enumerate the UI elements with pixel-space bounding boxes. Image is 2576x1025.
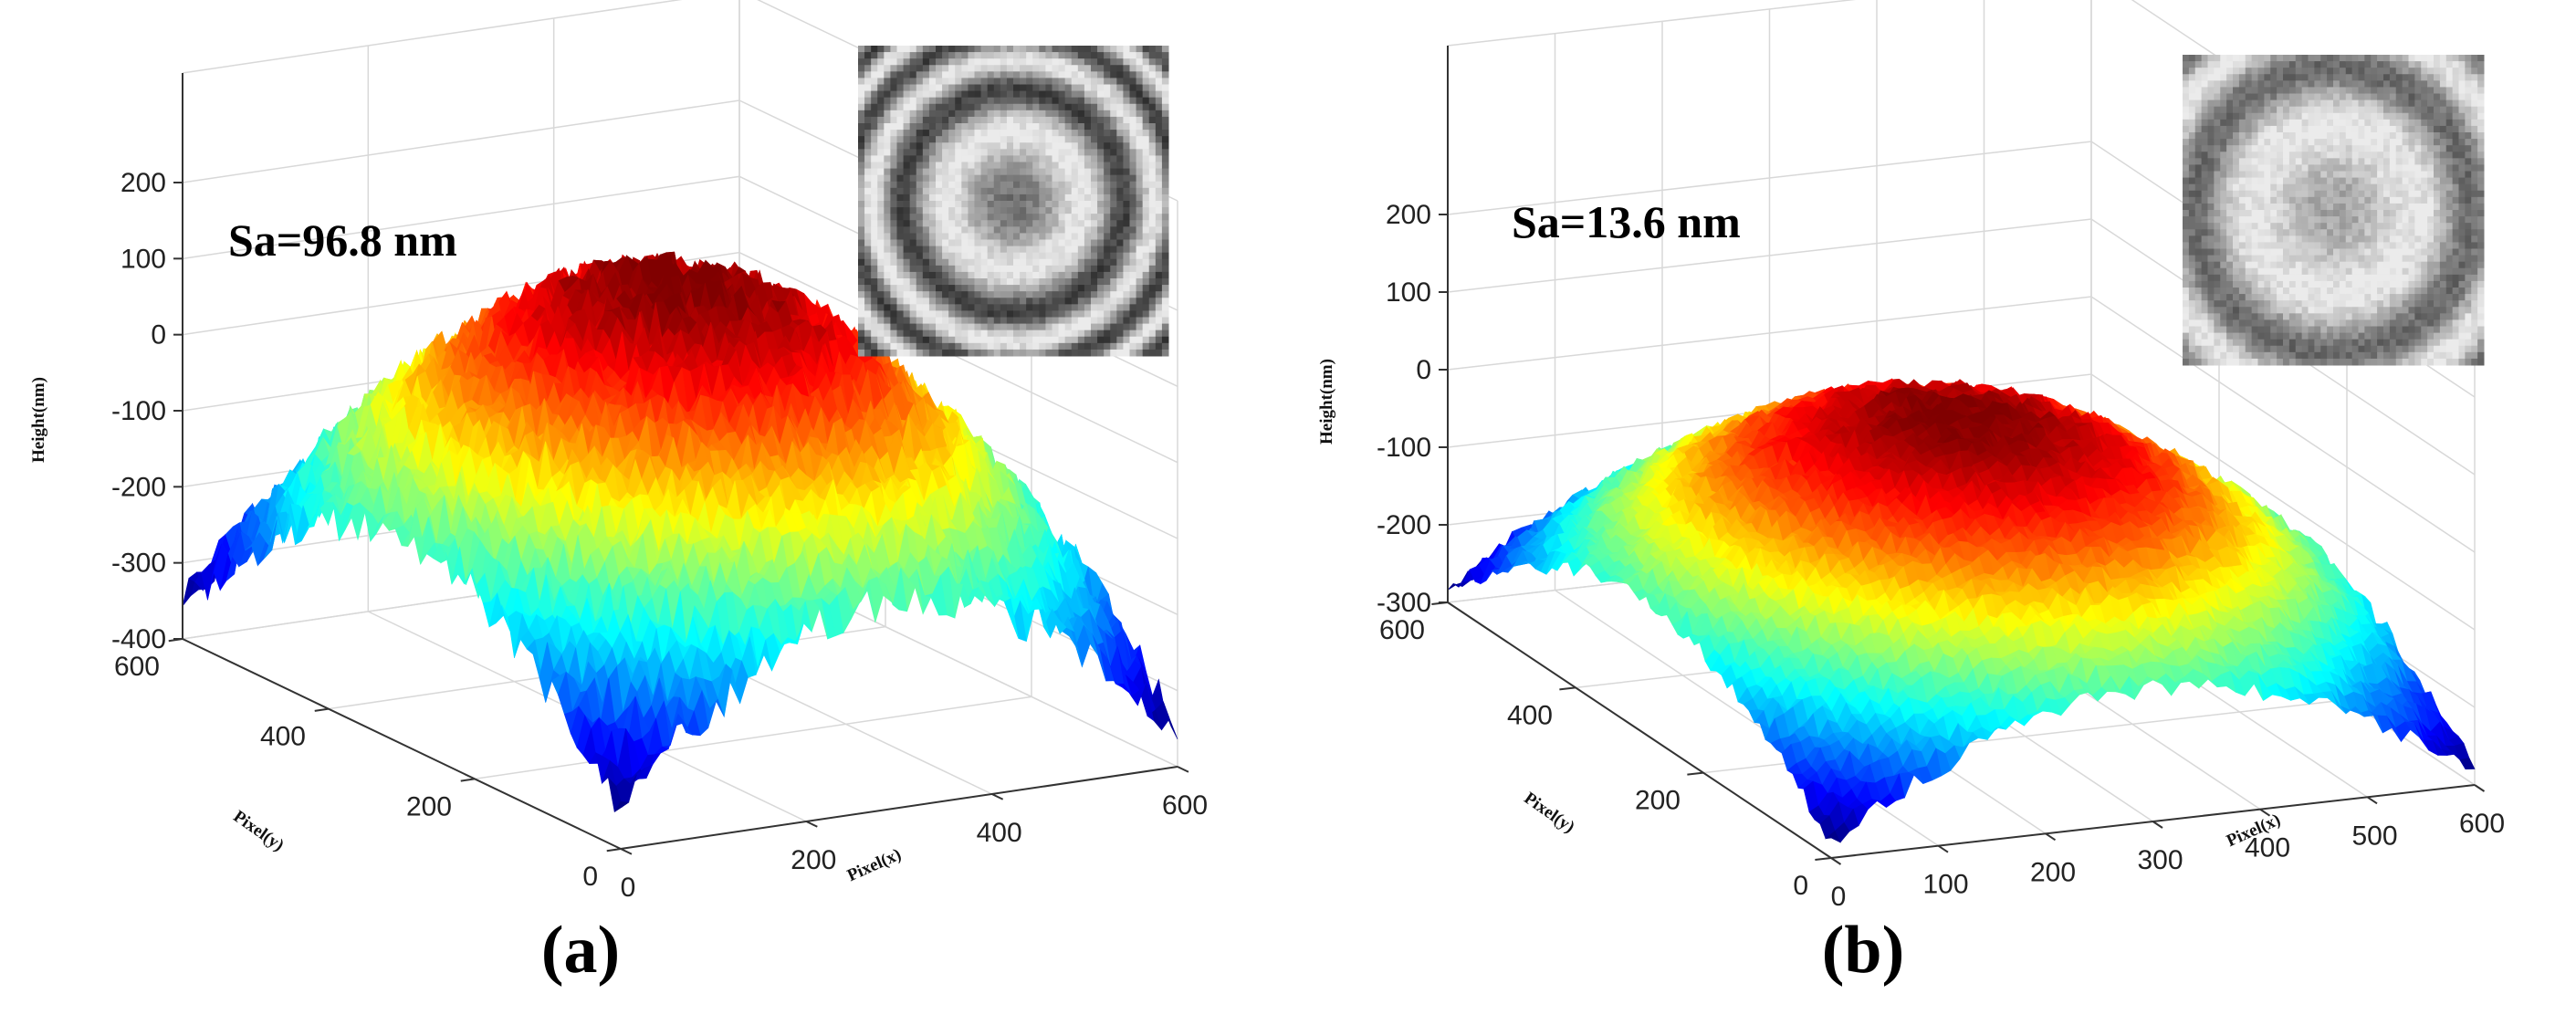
- inset-pixel: [858, 65, 865, 72]
- inset-pixel: [858, 136, 865, 143]
- inset-pixel: [858, 207, 865, 214]
- y-tick-label: 400: [260, 722, 306, 752]
- x-tick-label: 200: [791, 845, 836, 875]
- y-tick-mark: [314, 707, 330, 712]
- panel-label: (a): [541, 913, 620, 988]
- inset-pixel: [858, 239, 865, 247]
- grid-line: [474, 696, 1032, 780]
- x-tick-mark: [1177, 766, 1189, 773]
- z-tick-label: -400: [111, 624, 166, 654]
- panel-a: 0 200 400 600 0 200 400 600 -400 -300 -200 -100 0 100…: [29, 0, 1208, 988]
- y-tick-label: 600: [114, 652, 160, 682]
- inset-pixel: [858, 187, 865, 195]
- inset-pixel: [858, 168, 865, 176]
- z-tick-label: -300: [111, 549, 166, 579]
- inset-pixel: [858, 214, 865, 221]
- inset-pixel: [858, 46, 865, 53]
- inset-pixel: [858, 162, 865, 170]
- grid-line: [182, 251, 1178, 464]
- inset-pixel: [858, 97, 865, 105]
- inset-pixel: [858, 90, 865, 99]
- inset-pixel: [858, 130, 865, 137]
- inset-pixel: [858, 103, 865, 111]
- inset-pixel: [858, 142, 865, 150]
- inset-pixel: [858, 149, 865, 156]
- inset-pixel: [858, 174, 865, 183]
- inset-pixel: [858, 116, 865, 124]
- x-tick-label: 600: [1162, 790, 1208, 821]
- x-tick-mark: [991, 793, 1004, 800]
- inset-pixel: [858, 226, 865, 234]
- surface-a: [182, 251, 1178, 812]
- x-axis-line: [620, 766, 1178, 850]
- x-tick-mark: [620, 848, 633, 855]
- interferogram-inset: [858, 46, 1169, 357]
- inset-pixel: [858, 220, 865, 227]
- z-tick-label: -200: [111, 472, 166, 502]
- inset-pixel: [858, 233, 865, 240]
- x-tick-mark: [805, 821, 818, 828]
- z-tick-label: 100: [120, 244, 166, 274]
- z-tick-label: 0: [151, 320, 166, 350]
- z-tick-label: 200: [120, 168, 166, 198]
- inset-pixel: [858, 123, 865, 131]
- y-tick-mark: [460, 778, 476, 782]
- inset-pixel: [858, 193, 865, 202]
- inset-pixel: [858, 181, 865, 189]
- x-tick-label: 400: [977, 818, 1022, 848]
- inset-pixel: [858, 110, 865, 118]
- y-tick-label: 0: [582, 862, 598, 892]
- inset-pixel: [858, 71, 865, 78]
- inset-pixel: [858, 78, 865, 85]
- z-tick-label: -100: [111, 396, 166, 426]
- y-tick-mark: [606, 848, 622, 852]
- surface-plot-a: 02004006000200400600-400-300-200-1000100…: [29, 0, 1208, 988]
- inset-pixel: [858, 201, 865, 208]
- inset-pixel: [858, 155, 865, 162]
- x-tick-label: 0: [621, 873, 636, 903]
- inset-pixel: [858, 84, 865, 92]
- inset-pixel: [858, 52, 865, 59]
- inset-pixel: [858, 58, 865, 66]
- x-axis-label: Pixel(x): [844, 845, 904, 886]
- y-axis-label: Pixel(y): [230, 807, 288, 855]
- z-axis-label: Height(nm): [29, 377, 48, 463]
- y-tick-label: 200: [406, 791, 452, 821]
- sa-annotation: Sa=96.8 nm: [228, 214, 457, 266]
